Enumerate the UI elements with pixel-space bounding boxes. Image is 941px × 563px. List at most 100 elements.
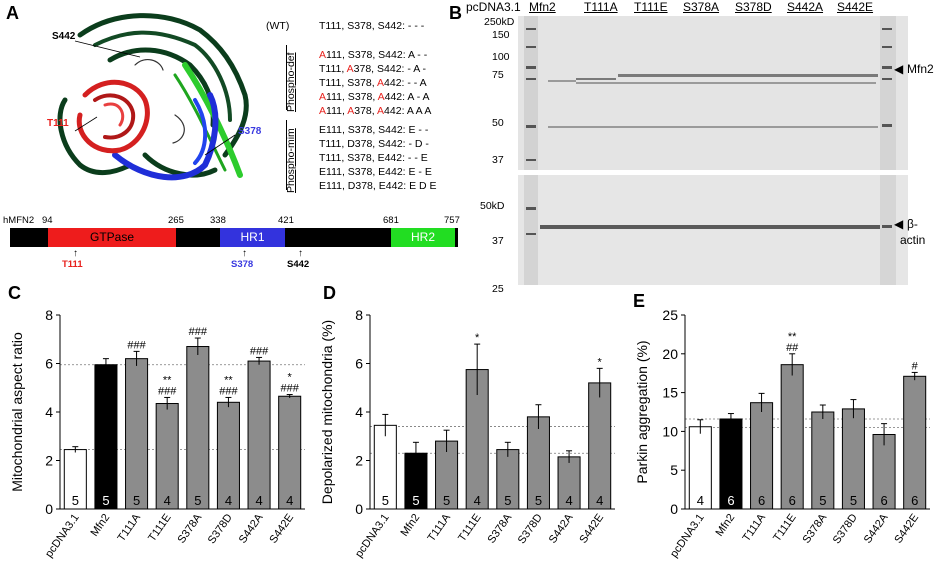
marker-150: 150 [492,29,510,41]
lane-label-4: T111E [634,0,668,14]
wt-tag: (WT) [266,20,290,32]
x-tick-label: S442A [547,511,576,545]
x-tick-label: S378A [485,511,514,545]
phospho-def-row-3: T111, S378, A442: - - A [319,77,427,89]
n-label: 5 [443,493,450,508]
n-label: 4 [596,493,603,508]
phospho-mim-row-3: T111, S378, E442: - - E [319,152,428,164]
significance-label: ### [250,345,269,357]
n-label: 6 [789,493,796,508]
panel-letter-b: B [449,3,462,23]
actin-band-label-1: β- [907,217,918,231]
significance-label: * [288,372,293,384]
mfn2-band-arrow: ◀ [894,62,904,76]
significance-label: ### [127,339,146,351]
y-tick-label: 2 [355,453,363,469]
lane-label-2: Mfn2 [529,0,556,14]
hr1-domain: HR1 [220,228,285,247]
site-s378: S378 [231,259,254,270]
x-tick-label: S378D [516,512,545,546]
lane-label-3: T111A [584,0,618,14]
chart-parkin: 0 5 10 15 20 25 Parkin aggregation (%) 4 pcDNA3.… [634,307,930,560]
significance-label: ### [219,385,238,397]
phospho-mim-list: E111, S378, S442: E - - T111, D378, S442… [319,123,437,193]
y-tick-label: 0 [670,501,678,517]
y-tick-label: 0 [355,501,363,517]
x-tick-label: S378D [206,512,235,546]
panel-letter-d: D [323,283,336,303]
y-axis-label: Depolarized mitochondria (%) [319,320,335,504]
y-tick-label: 2 [45,453,53,469]
phospho-mim-row-4: E111, S378, E442: E - E [319,166,432,178]
hr2-domain: HR2 [391,228,455,247]
structure-label-s442: S442 [52,31,76,42]
structure-label-t111: T111 [47,118,69,129]
phospho-def-row-1: A111, S378, S442: A - - [319,49,428,61]
x-tick-label: T111A [116,511,144,544]
x-tick-label: pcDNA3.1 [668,512,707,560]
significance-label: ### [281,383,300,395]
marker-37-actin: 37 [492,235,504,247]
n-label: 5 [72,493,79,508]
y-tick-label: 6 [355,356,363,372]
bar [903,375,927,510]
n-label: 4 [255,493,262,508]
x-tick-label: S442A [237,511,266,545]
y-axis-label: Parkin aggregation (%) [634,340,650,483]
y-tick-label: 20 [662,346,678,362]
significance-label: * [598,356,603,368]
significance-label: # [912,360,919,372]
actin-band-arrow: ◀ [894,217,904,231]
n-label: 5 [412,493,419,508]
n-label: 5 [504,493,511,508]
x-tick-label: T111E [771,512,798,544]
bar [780,364,804,510]
wt-mutation-text: T111, S378, S442: - - - [319,20,425,32]
s442-arrow: ↑ [298,248,303,259]
significance-label: ** [788,331,797,343]
phospho-def-bracket [286,45,287,110]
n-label: 4 [565,493,572,508]
phospho-mim-row-5: E111, D378, E442: E D E [319,180,437,192]
marker-250: 250kD [484,16,515,28]
significance-label: ## [786,342,799,354]
site-t111: T111 [62,259,83,270]
y-tick-label: 25 [662,307,678,323]
blot-actin [518,175,908,285]
y-tick-label: 4 [45,404,53,420]
gtpase-domain: GTPase [48,228,176,247]
lane-label-1: pcDNA3.1 [466,0,521,14]
x-tick-label: S442E [577,512,606,546]
n-label: 6 [911,493,918,508]
n-label: 4 [697,493,704,508]
y-tick-label: 8 [355,307,363,323]
blot-mfn2 [518,16,908,170]
x-tick-label: pcDNA3.1 [353,512,392,560]
panel-letter-e: E [633,291,646,311]
s378-arrow: ↑ [242,248,247,259]
lane-label-6: S378D [735,0,772,14]
phospho-def-label: Phospho-def [285,52,297,112]
bar [186,346,210,510]
chart-depolarized: 0 2 4 6 8 Depolarized mitochondria (%) 5 pcDNA3… [319,307,615,560]
significance-label: ### [158,385,177,397]
marker-100: 100 [492,51,510,63]
x-tick-label: pcDNA3.1 [43,512,82,560]
n-label: 5 [535,493,542,508]
marker-25: 25 [492,283,504,295]
significance-label: * [475,332,480,344]
y-axis-label: Mitochondrial aspect ratio [9,332,25,492]
lane-label-7: S442A [787,0,824,14]
phospho-def-list: A111, S378, S442: A - - T111, A378, S442… [319,48,431,118]
actin-band-label-2: actin [900,233,926,247]
marker-50: 50 [492,117,504,129]
lane-label-5: S378A [683,0,720,14]
x-tick-label: T111A [426,511,454,544]
n-label: 5 [819,493,826,508]
phospho-mim-row-1: E111, S378, S442: E - - [319,124,429,136]
pos-94: 94 [42,215,53,226]
x-tick-label: Mfn2 [399,512,423,539]
n-label: 4 [225,493,232,508]
structure-label-s378: S378 [238,126,262,137]
protein-structure-image [57,13,249,181]
